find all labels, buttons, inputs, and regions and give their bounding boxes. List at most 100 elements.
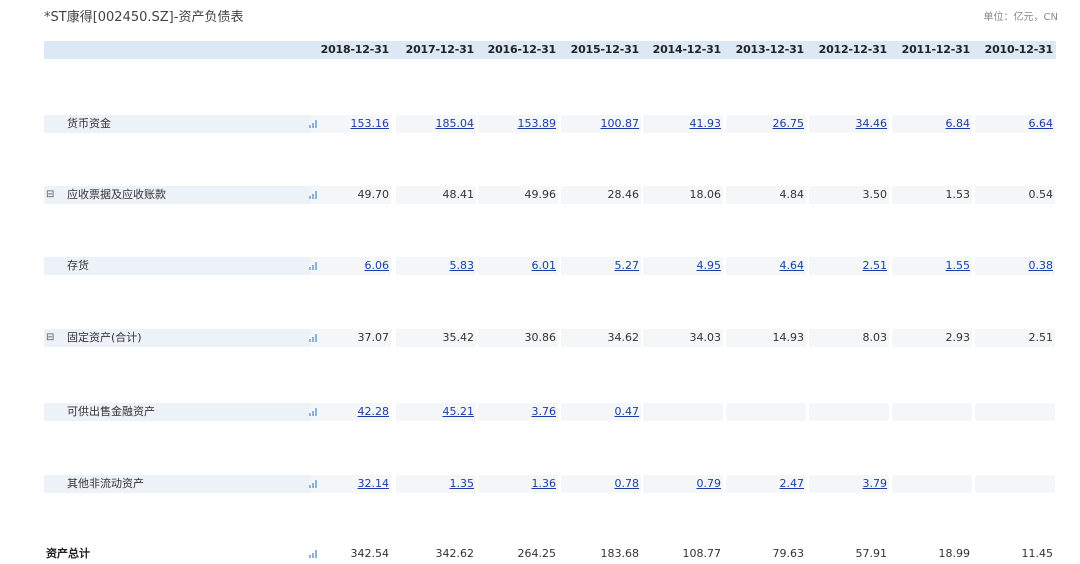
cell-value: 4.84 — [779, 188, 805, 201]
row-label-background — [44, 329, 321, 347]
cell-background — [396, 403, 476, 421]
cell-value[interactable]: 1.36 — [531, 477, 557, 490]
cell-value: 18.99 — [938, 547, 971, 560]
table-row: 可供出售金融资产 42.28 45.21 3.76 0.47 — [44, 403, 1056, 421]
cell-value: 1.53 — [945, 188, 971, 201]
bar-chart-icon[interactable] — [309, 408, 318, 416]
cell-background — [396, 186, 476, 204]
cell-value: 49.96 — [524, 188, 557, 201]
column-header-date[interactable]: 2012-12-31 — [818, 43, 888, 56]
cell-value: 342.54 — [350, 547, 390, 560]
bar-chart-icon[interactable] — [309, 334, 318, 342]
table-row: ⊟ 固定资产(合计) 37.07 35.42 30.86 34.62 34.03 14.93 8… — [44, 329, 1056, 347]
cell-background — [643, 403, 723, 421]
cell-value[interactable]: 0.78 — [614, 477, 640, 490]
column-header-date[interactable]: 2014-12-31 — [652, 43, 722, 56]
column-header-date[interactable]: 2017-12-31 — [405, 43, 475, 56]
column-header-date[interactable]: 2011-12-31 — [901, 43, 971, 56]
cell-value[interactable]: 32.14 — [357, 477, 390, 490]
cell-background — [892, 475, 972, 493]
cell-background — [643, 186, 723, 204]
cell-value[interactable]: 3.79 — [862, 477, 888, 490]
bar-chart-icon[interactable] — [309, 480, 318, 488]
cell-value[interactable]: 42.28 — [357, 405, 390, 418]
cell-background — [396, 115, 476, 133]
cell-background — [726, 329, 806, 347]
cell-value[interactable]: 153.89 — [517, 117, 557, 130]
cell-value: 14.93 — [772, 331, 805, 344]
cell-value[interactable]: 34.46 — [855, 117, 888, 130]
cell-value[interactable]: 6.01 — [531, 259, 557, 272]
cell-value[interactable]: 2.47 — [779, 477, 805, 490]
cell-value: 3.50 — [862, 188, 888, 201]
cell-value[interactable]: 4.95 — [696, 259, 722, 272]
cell-background — [892, 403, 972, 421]
row-label: 可供出售金融资产 — [67, 405, 155, 418]
bar-chart-icon[interactable] — [309, 191, 318, 199]
cell-value[interactable]: 2.51 — [862, 259, 888, 272]
cell-value[interactable]: 100.87 — [600, 117, 640, 130]
cell-value[interactable]: 5.83 — [449, 259, 475, 272]
cell-background — [396, 329, 476, 347]
cell-background — [643, 115, 723, 133]
bar-chart-icon[interactable] — [309, 550, 318, 558]
cell-value[interactable]: 6.06 — [364, 259, 390, 272]
column-header-date[interactable]: 2013-12-31 — [735, 43, 805, 56]
cell-value[interactable]: 3.76 — [531, 405, 557, 418]
cell-value[interactable]: 0.47 — [614, 405, 640, 418]
cell-value: 0.54 — [1028, 188, 1054, 201]
row-label-background — [44, 186, 321, 204]
cell-value[interactable]: 0.38 — [1028, 259, 1054, 272]
cell-value[interactable]: 185.04 — [435, 117, 475, 130]
cell-background — [643, 329, 723, 347]
cell-value[interactable]: 6.84 — [945, 117, 971, 130]
cell-value[interactable]: 4.64 — [779, 259, 805, 272]
cell-background — [643, 475, 723, 493]
cell-value[interactable]: 153.16 — [350, 117, 390, 130]
cell-value[interactable]: 6.64 — [1028, 117, 1054, 130]
table-row: 其他非流动资产 32.14 1.35 1.36 0.78 0.79 2.47 3.79 — [44, 475, 1056, 493]
table-row: ⊟ 应收票据及应收账款 49.70 48.41 49.96 28.46 18.06 4.84 3… — [44, 186, 1056, 204]
cell-background — [311, 475, 391, 493]
cell-value[interactable]: 5.27 — [614, 259, 640, 272]
collapse-icon[interactable]: ⊟ — [46, 189, 55, 200]
cell-value[interactable]: 0.79 — [696, 477, 722, 490]
cell-value: 8.03 — [862, 331, 888, 344]
bar-chart-icon[interactable] — [309, 120, 318, 128]
cell-background — [726, 186, 806, 204]
bar-chart-icon[interactable] — [309, 262, 318, 270]
cell-background — [478, 186, 558, 204]
cell-background — [561, 186, 641, 204]
cell-background — [975, 115, 1055, 133]
cell-background — [478, 115, 558, 133]
cell-value: 264.25 — [517, 547, 557, 560]
cell-value: 342.62 — [435, 547, 475, 560]
cell-value: 11.45 — [1021, 547, 1054, 560]
column-header-date[interactable]: 2015-12-31 — [570, 43, 640, 56]
cell-background — [311, 329, 391, 347]
cell-background — [311, 403, 391, 421]
row-label-background — [44, 403, 321, 421]
cell-background — [561, 403, 641, 421]
cell-background — [809, 257, 889, 275]
cell-value: 48.41 — [442, 188, 475, 201]
cell-background — [892, 329, 972, 347]
cell-value[interactable]: 45.21 — [442, 405, 475, 418]
cell-value[interactable]: 1.35 — [449, 477, 475, 490]
row-label: 货币资金 — [67, 117, 111, 130]
cell-background — [478, 257, 558, 275]
column-header-date[interactable]: 2010-12-31 — [984, 43, 1054, 56]
cell-background — [892, 257, 972, 275]
cell-value: 37.07 — [357, 331, 390, 344]
cell-value: 18.06 — [689, 188, 722, 201]
cell-value: 108.77 — [682, 547, 722, 560]
cell-background — [809, 329, 889, 347]
cell-background — [311, 257, 391, 275]
cell-value[interactable]: 41.93 — [689, 117, 722, 130]
cell-background — [809, 403, 889, 421]
cell-value[interactable]: 1.55 — [945, 259, 971, 272]
collapse-icon[interactable]: ⊟ — [46, 332, 55, 343]
cell-value[interactable]: 26.75 — [772, 117, 805, 130]
column-header-date[interactable]: 2016-12-31 — [487, 43, 557, 56]
column-header-date[interactable]: 2018-12-31 — [320, 43, 390, 56]
